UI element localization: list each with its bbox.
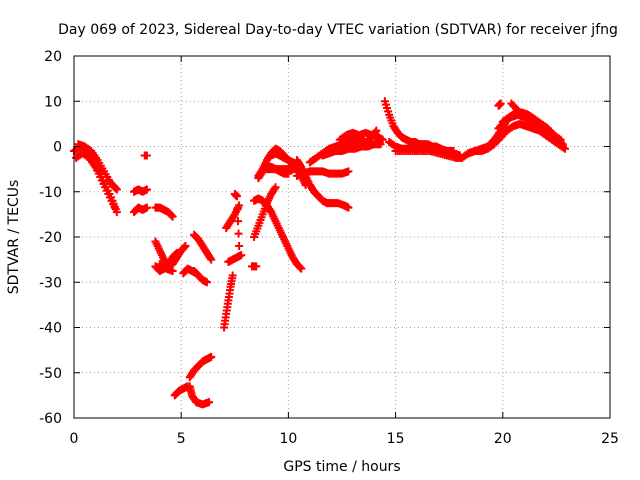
x-tick-label: 15	[387, 431, 405, 447]
data-point	[296, 263, 305, 272]
series-arc-20	[230, 190, 244, 251]
series-arc-23	[250, 183, 280, 241]
data-point	[496, 99, 505, 108]
data-point	[142, 203, 151, 212]
data-point	[167, 211, 176, 220]
data-point	[168, 266, 177, 275]
series-arc-40	[464, 119, 509, 158]
data-point	[559, 143, 568, 152]
y-tick-label: -20	[39, 230, 62, 246]
y-tick-label: -60	[39, 411, 62, 427]
data-point	[112, 185, 121, 194]
x-tick-label: 5	[177, 431, 186, 447]
series-arc-8	[151, 203, 177, 221]
data-point	[297, 264, 306, 273]
x-tick-label: 25	[601, 431, 619, 447]
data-point	[234, 217, 243, 226]
data-point	[112, 208, 121, 217]
y-tick-label: 10	[44, 94, 62, 110]
series-arc-24	[247, 262, 261, 271]
data-point	[111, 184, 120, 193]
data-point	[378, 135, 387, 144]
y-axis-label: SDTVAR / TECUs	[6, 180, 22, 295]
data-point	[142, 151, 151, 160]
data-point	[560, 144, 569, 153]
series-arc-45	[494, 99, 505, 110]
series-arc-28	[267, 149, 301, 169]
data-point	[207, 352, 216, 361]
series-arc-19	[222, 201, 244, 232]
series-arc-6	[130, 203, 151, 217]
axis-ticks	[73, 55, 611, 419]
x-tick-label: 20	[494, 431, 512, 447]
data-point	[233, 204, 242, 213]
data-point	[271, 183, 280, 192]
data-point	[228, 271, 237, 280]
series-arc-31	[292, 156, 323, 201]
y-tick-label: -10	[39, 185, 62, 201]
data-point	[314, 192, 323, 201]
grid-lines	[74, 56, 610, 418]
series-arc-12	[170, 382, 192, 400]
data-point	[252, 262, 261, 271]
data-point	[232, 192, 241, 201]
data-point	[344, 167, 353, 176]
series-arc-44	[496, 119, 569, 153]
series-arc-11	[155, 260, 177, 275]
series-arc-14	[190, 266, 211, 287]
data-points	[70, 97, 569, 409]
data-point	[235, 242, 244, 251]
series-arc-21	[224, 251, 246, 266]
data-point	[180, 243, 189, 252]
series-arc-2	[72, 149, 119, 212]
data-point	[172, 248, 181, 257]
data-point	[202, 278, 211, 287]
series-arc-3	[74, 140, 115, 187]
data-point	[171, 249, 180, 258]
y-tick-label: 0	[53, 140, 62, 156]
y-tick-label: -40	[39, 321, 62, 337]
data-point	[372, 126, 381, 135]
data-point	[110, 203, 119, 212]
data-point	[205, 398, 214, 407]
series-arc-17	[190, 230, 216, 264]
series-arc-16	[185, 352, 216, 382]
data-point	[168, 212, 177, 221]
data-point	[344, 203, 353, 212]
y-tick-label: -50	[39, 366, 62, 382]
chart-title: Day 069 of 2023, Sidereal Day-to-day VTE…	[58, 22, 618, 38]
data-point	[234, 229, 243, 238]
data-point	[207, 255, 216, 264]
x-tick-labels: 0 5 10 15 20 25	[70, 431, 619, 447]
x-tick-label: 0	[70, 431, 79, 447]
series-arc-7	[140, 151, 151, 160]
data-point	[142, 185, 151, 194]
x-tick-label: 10	[279, 431, 297, 447]
y-tick-labels: -60 -50 -40 -30 -20 -10 0 10 20	[39, 49, 62, 427]
series-arc-4	[104, 176, 121, 194]
series-arc-15	[185, 382, 214, 409]
series-arc-18	[220, 271, 237, 332]
series-arc-5	[130, 185, 151, 196]
y-tick-label: 20	[44, 49, 62, 65]
y-tick-label: -30	[39, 275, 62, 291]
data-point	[181, 242, 190, 251]
data-point	[237, 251, 246, 260]
data-point	[313, 191, 322, 200]
x-axis-label: GPS time / hours	[283, 459, 400, 475]
series-arc-35	[348, 126, 381, 146]
